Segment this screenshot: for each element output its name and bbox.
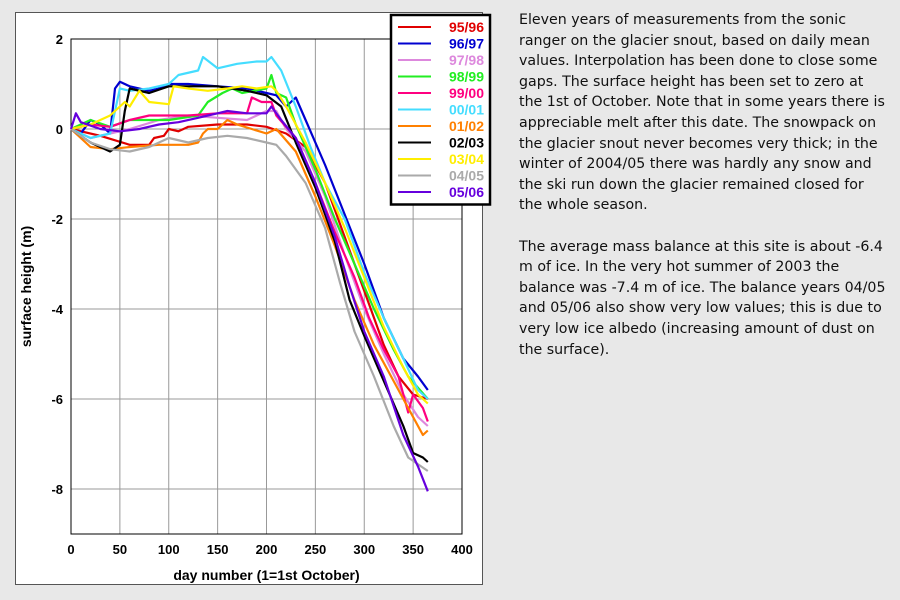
y-tick-label: -4 — [51, 302, 63, 317]
y-tick-label: -6 — [51, 392, 63, 407]
x-tick-label: 400 — [451, 542, 473, 557]
axis-ticks: 0 50 100 150 200 250 300 350 400 2 0 -2 -4 -6 -8 — [51, 32, 472, 557]
description-panel: Eleven years of measurements from the so… — [519, 10, 889, 381]
series-line-97-98 — [70, 109, 429, 427]
x-tick-label: 250 — [305, 542, 327, 557]
legend: 95/9696/9797/9898/9999/0000/0101/0202/03… — [389, 13, 492, 206]
x-tick-label: 200 — [256, 542, 278, 557]
legend-entry: 98/99 — [398, 69, 484, 85]
description-paragraph-2: The average mass balance at this site is… — [519, 238, 886, 358]
legend-entry: 00/01 — [398, 102, 484, 118]
legend-entry: 95/96 — [398, 19, 484, 35]
legend-label: 05/06 — [449, 184, 484, 200]
legend-label: 03/04 — [449, 151, 484, 167]
legend-entry: 99/00 — [398, 85, 484, 101]
legend-label: 04/05 — [449, 168, 484, 184]
y-tick-label: -2 — [51, 212, 63, 227]
series-line-01-02 — [70, 118, 429, 437]
legend-label: 95/96 — [449, 19, 484, 35]
legend-entry: 01/02 — [398, 118, 484, 134]
series-line-99-00 — [70, 96, 429, 422]
description-paragraph-1: Eleven years of measurements from the so… — [519, 12, 885, 214]
x-tick-label: 100 — [158, 542, 180, 557]
x-axis-label: day number (1=1st October) — [173, 567, 359, 583]
y-tick-label: 0 — [56, 122, 63, 137]
legend-label: 99/00 — [449, 85, 484, 101]
series-line-04-05 — [70, 128, 429, 472]
series-line-95-96 — [70, 123, 429, 401]
legend-entry: 97/98 — [398, 52, 484, 68]
x-tick-label: 0 — [67, 542, 74, 557]
legend-entry: 05/06 — [398, 184, 484, 200]
x-tick-label: 300 — [353, 542, 375, 557]
legend-label: 01/02 — [449, 118, 484, 134]
series-line-03-04 — [70, 85, 429, 405]
legend-entry: 04/05 — [398, 168, 484, 184]
plot-area — [70, 38, 463, 535]
series-line-05-06 — [69, 105, 429, 492]
legend-entry: 02/03 — [398, 135, 484, 151]
chart: 0 50 100 150 200 250 300 350 400 2 0 -2 -4 -6 -8 day n… — [18, 13, 492, 583]
x-tick-label: 350 — [402, 542, 424, 557]
legend-label: 00/01 — [449, 102, 484, 118]
x-tick-label: 50 — [113, 542, 127, 557]
y-axis-label: surface height (m) — [18, 226, 34, 347]
legend-entry: 03/04 — [398, 151, 484, 167]
series-lines — [69, 55, 429, 492]
x-tick-label: 150 — [207, 542, 229, 557]
legend-label: 97/98 — [449, 52, 484, 68]
y-tick-label: -8 — [51, 482, 63, 497]
y-tick-label: 2 — [56, 32, 63, 47]
series-line-98-99 — [70, 73, 429, 400]
legend-entry: 96/97 — [398, 36, 484, 52]
legend-label: 98/99 — [449, 69, 484, 85]
legend-label: 02/03 — [449, 135, 484, 151]
legend-label: 96/97 — [449, 36, 484, 52]
